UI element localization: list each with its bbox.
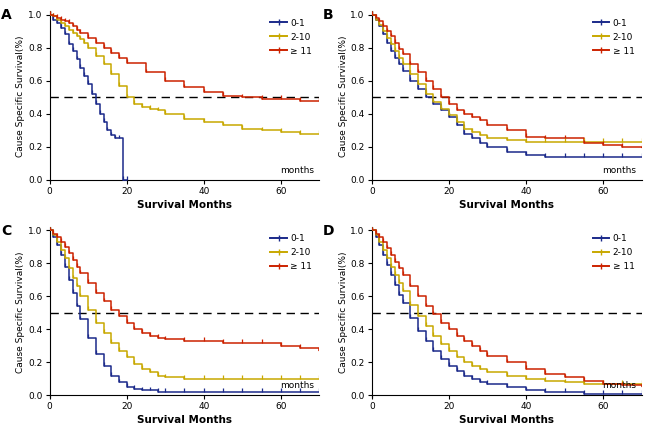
X-axis label: Survival Months: Survival Months [137, 200, 232, 210]
Text: months: months [280, 166, 314, 174]
Y-axis label: Cause Specific Survival(%): Cause Specific Survival(%) [16, 36, 25, 157]
Legend: 0-1, 2-10, ≥ 11: 0-1, 2-10, ≥ 11 [268, 231, 315, 274]
Text: D: D [323, 224, 335, 237]
X-axis label: Survival Months: Survival Months [459, 200, 554, 210]
X-axis label: Survival Months: Survival Months [459, 415, 554, 425]
Y-axis label: Cause Specific Survival(%): Cause Specific Survival(%) [339, 251, 348, 373]
Legend: 0-1, 2-10, ≥ 11: 0-1, 2-10, ≥ 11 [590, 231, 637, 274]
Legend: 0-1, 2-10, ≥ 11: 0-1, 2-10, ≥ 11 [590, 16, 637, 58]
Text: C: C [1, 224, 11, 237]
Y-axis label: Cause Specific Survival(%): Cause Specific Survival(%) [339, 36, 348, 157]
Text: B: B [323, 8, 334, 22]
Text: months: months [603, 166, 636, 174]
Y-axis label: Cause Specific Survival(%): Cause Specific Survival(%) [16, 251, 25, 373]
Text: months: months [280, 381, 314, 390]
Text: months: months [603, 381, 636, 390]
Legend: 0-1, 2-10, ≥ 11: 0-1, 2-10, ≥ 11 [268, 16, 315, 58]
X-axis label: Survival Months: Survival Months [137, 415, 232, 425]
Text: A: A [1, 8, 12, 22]
